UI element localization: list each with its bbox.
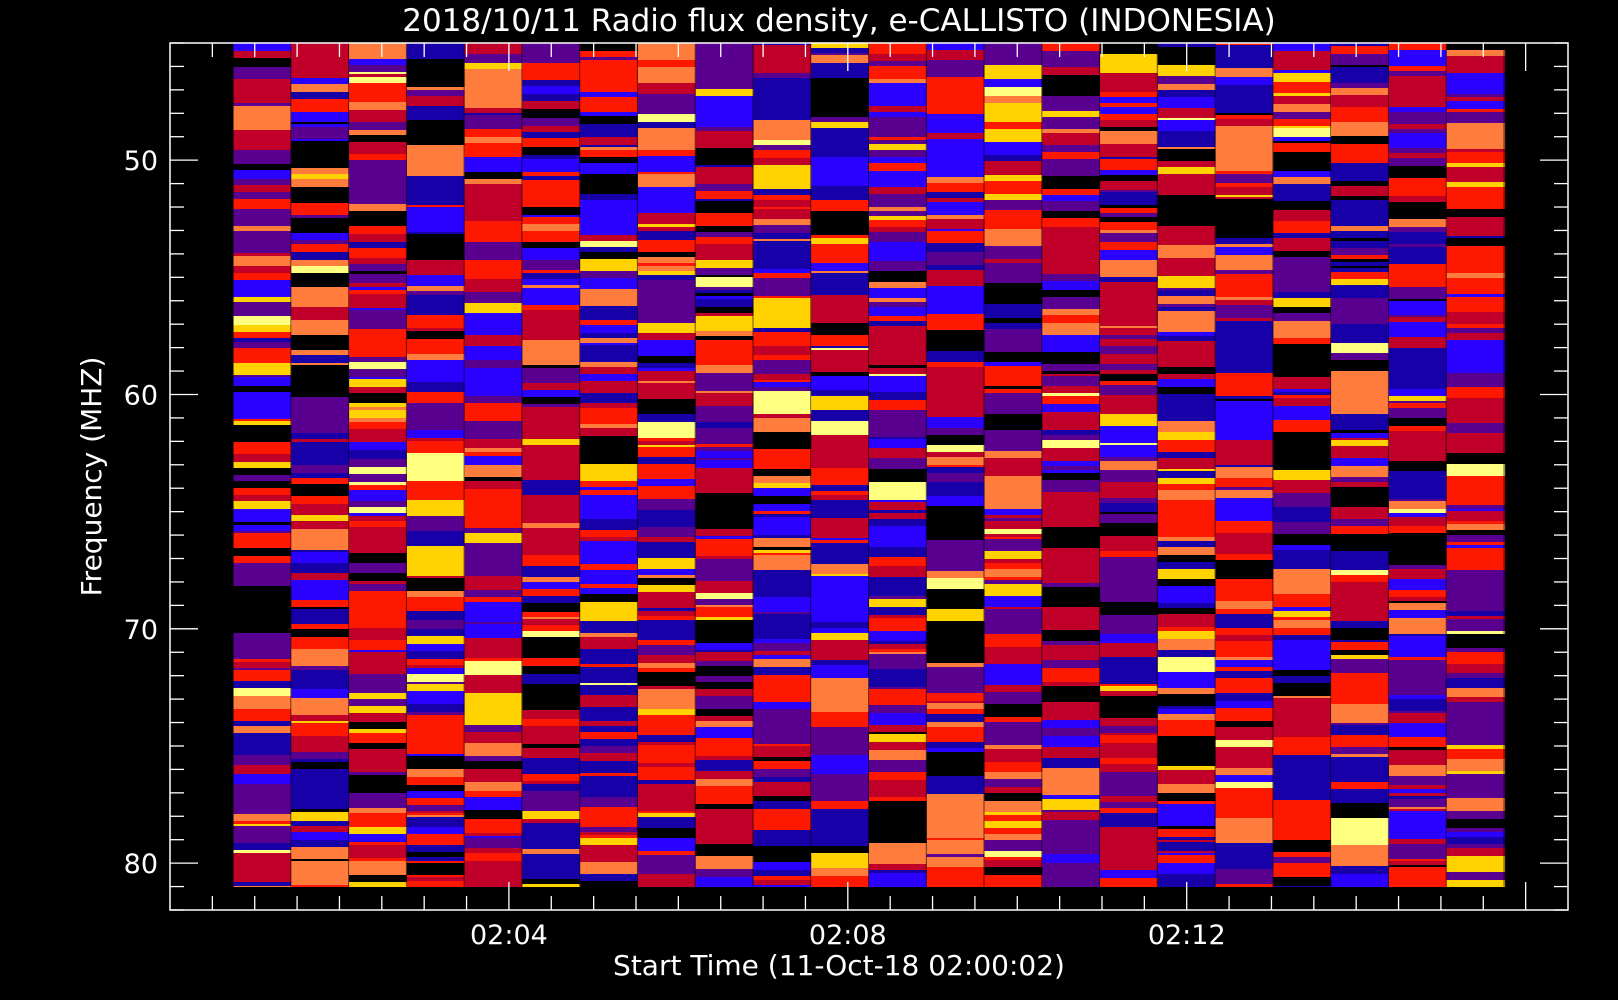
spectrogram-strip: [349, 43, 408, 887]
y-tick-label: 50: [124, 146, 158, 177]
spectrogram-strip: [1215, 43, 1274, 887]
spectrogram-strip: [1446, 43, 1506, 887]
y-tick-label: 80: [124, 849, 158, 880]
spectrogram-strip: [811, 43, 870, 887]
x-axis-label: Start Time (11-Oct-18 02:00:02): [613, 949, 1065, 982]
spectrogram-strip: [1100, 43, 1159, 887]
spectrogram-strip: [464, 43, 523, 887]
spectrogram-strip: [522, 43, 581, 887]
spectrogram-strip: [869, 43, 928, 887]
spectrogram-strip: [580, 43, 639, 887]
plot-frame: [169, 42, 1569, 911]
axis-ticks: 50 60 70 80 02:04 02:08 02:12: [124, 42, 1568, 951]
spectrogram-strip: [984, 43, 1043, 887]
y-tick-label: 70: [124, 615, 158, 646]
spectrogram-strip: [926, 43, 986, 887]
spectrogram-strip: [753, 43, 812, 887]
spectrogram-heatmap: [233, 43, 1506, 887]
spectrogram-strip: [291, 43, 350, 887]
x-tick-label: 02:08: [809, 920, 887, 951]
chart-title: 2018/10/11 Radio flux density, e-CALLIST…: [402, 3, 1276, 39]
spectrogram-strip: [1331, 43, 1390, 887]
spectrogram-strip: [1273, 43, 1332, 887]
x-tick-label: 02:12: [1148, 920, 1226, 951]
y-tick-label: 60: [124, 380, 158, 411]
spectrogram-strip: [233, 43, 292, 887]
spectrogram-strip: [1157, 43, 1217, 887]
spectrogram-strip: [1388, 43, 1448, 887]
spectrogram-strip: [637, 43, 697, 887]
x-tick-label: 02:04: [470, 920, 548, 951]
y-axis-label: Frequency (MHZ): [75, 357, 108, 597]
spectrogram-strip: [1042, 43, 1101, 887]
spectrogram-strip: [406, 43, 466, 887]
spectrogram-strip: [695, 43, 755, 887]
